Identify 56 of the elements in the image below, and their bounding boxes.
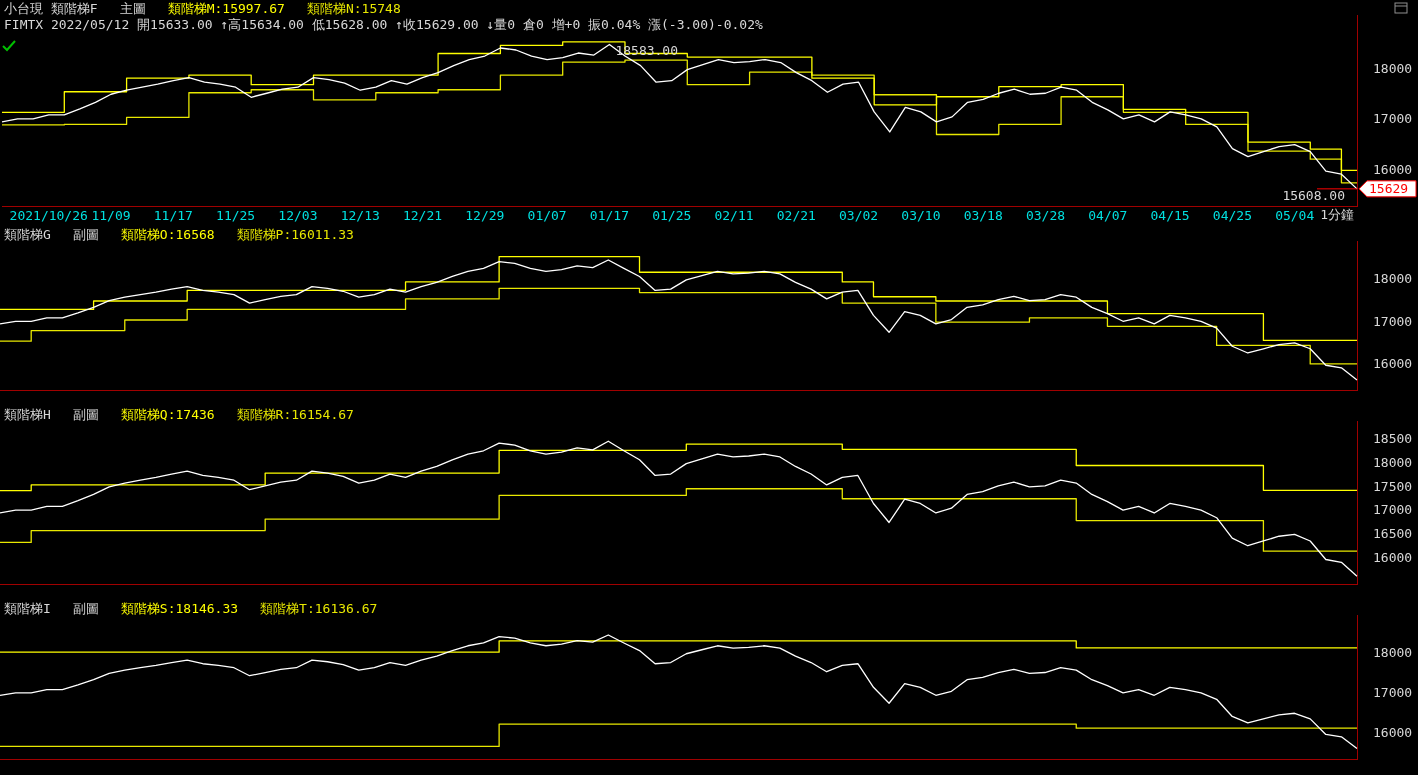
y-tick-label: 18500: [1373, 431, 1413, 447]
x-tick-label: 03/10: [901, 207, 941, 223]
text: 類階梯S:18146.33: [120, 600, 239, 616]
y-tick-label: 17000: [1373, 502, 1413, 518]
y-tick-label: 17000: [1373, 111, 1413, 127]
x-tick-label: 03/02: [839, 207, 879, 223]
chart-title: 類階梯G: [4, 226, 51, 242]
x-tick-label: 12/03: [278, 207, 318, 223]
x-tick-label: 01/17: [589, 207, 629, 223]
x-tick-label: 01/25: [652, 207, 692, 223]
text: 類階梯M:15997.67: [167, 0, 285, 16]
x-tick-label: 05/04: [1275, 207, 1315, 223]
x-tick-label: 11/09: [91, 207, 131, 223]
x-tick-label: 11/17: [153, 207, 193, 223]
annotation: 15608.00: [1282, 188, 1345, 204]
chart-subtitle: 副圖: [72, 226, 99, 242]
x-axis-title: 1分鐘: [1320, 207, 1354, 223]
y-tick-label: 18000: [1373, 271, 1413, 287]
x-tick-label: 04/15: [1150, 207, 1190, 223]
x-tick-label: 12/13: [340, 207, 380, 223]
y-tick-label: 18000: [1373, 645, 1413, 661]
y-tick-label: 16000: [1373, 549, 1413, 565]
chart-title: 類階梯H: [4, 406, 51, 422]
text: 類階梯R:16154.67: [236, 406, 354, 422]
y-tick-label: 16500: [1373, 526, 1413, 542]
text: 類階梯N:15748: [306, 0, 401, 16]
x-tick-label: 01/07: [527, 207, 567, 223]
x-tick-label: 04/25: [1212, 207, 1252, 223]
text: 類階梯Q:17436: [120, 406, 215, 422]
x-tick-label: 02/11: [714, 207, 754, 223]
x-tick-label: 2021/10/26: [9, 207, 88, 223]
y-tick-label: 17500: [1373, 478, 1413, 494]
x-tick-label: 11/25: [216, 207, 256, 223]
chart-title: 類階梯I: [4, 600, 51, 616]
annotation: FIMTX 2022/05/12 開15633.00 ↑高15634.00 低15628.00 ↑收15629.00 ↓量0 倉0 增+0 振0.04% 漲(-3.00)-0.02%: [4, 16, 763, 32]
x-tick-label: 12/29: [465, 207, 505, 223]
chart-subtitle: 副圖: [72, 406, 99, 422]
text: 類階梯T:16136.67: [260, 600, 378, 616]
y-tick-label: 17000: [1373, 313, 1413, 329]
chart-subtitle: 主圖: [119, 0, 146, 16]
x-tick-label: 03/18: [963, 207, 1003, 223]
ref-line-label: 15629: [1369, 181, 1409, 197]
y-tick-label: 16000: [1373, 161, 1413, 177]
y-tick-label: 16000: [1373, 725, 1413, 741]
x-tick-label: 02/21: [776, 207, 816, 223]
text: 類階梯P:16011.33: [236, 226, 354, 242]
y-tick-label: 18000: [1373, 60, 1413, 76]
x-tick-label: 04/07: [1088, 207, 1128, 223]
x-tick-label: 03/28: [1025, 207, 1066, 223]
text: 類階梯O:16568: [120, 226, 215, 242]
chart-subtitle: 副圖: [72, 600, 99, 616]
y-tick-label: 18000: [1373, 454, 1413, 470]
y-tick-label: 16000: [1373, 355, 1413, 371]
x-tick-label: 12/21: [402, 207, 443, 223]
chart-title: 小台現 類階梯F: [4, 0, 98, 16]
y-tick-label: 17000: [1373, 685, 1413, 701]
